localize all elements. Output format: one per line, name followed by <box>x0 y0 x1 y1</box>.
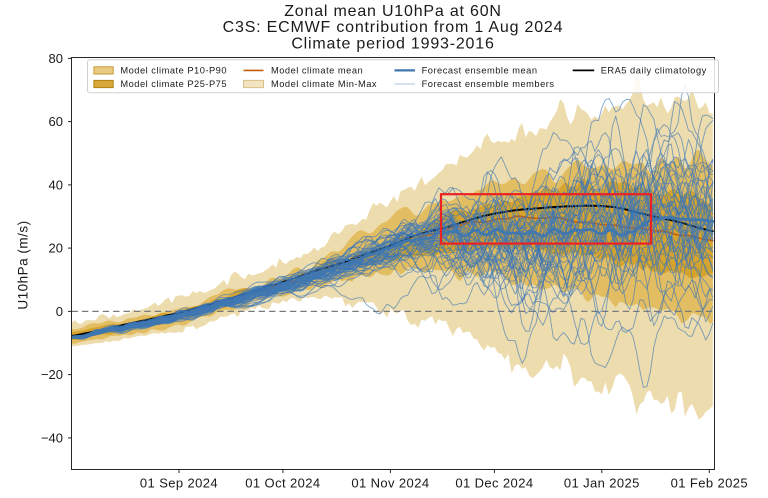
svg-text:20: 20 <box>49 241 63 256</box>
svg-text:01 Feb 2025: 01 Feb 2025 <box>671 476 748 491</box>
svg-text:01 Oct 2024: 01 Oct 2024 <box>245 476 320 491</box>
svg-text:Model climate mean: Model climate mean <box>271 66 363 76</box>
svg-text:0: 0 <box>56 304 63 319</box>
svg-text:01 Nov 2024: 01 Nov 2024 <box>351 476 429 491</box>
svg-text:C3S: ECMWF contribution from 1: C3S: ECMWF contribution from 1 Aug 2024 <box>223 19 564 36</box>
svg-text:Forecast ensemble mean: Forecast ensemble mean <box>422 66 538 76</box>
svg-text:01 Dec 2024: 01 Dec 2024 <box>455 476 533 491</box>
svg-text:01 Jan 2025: 01 Jan 2025 <box>564 476 640 491</box>
svg-text:60: 60 <box>49 114 63 129</box>
svg-text:Model climate Min-Max: Model climate Min-Max <box>271 79 377 89</box>
svg-text:Forecast ensemble members: Forecast ensemble members <box>422 79 555 89</box>
svg-text:Model climate P10-P90: Model climate P10-P90 <box>120 66 227 76</box>
svg-text:Model climate P25-P75: Model climate P25-P75 <box>120 79 227 89</box>
svg-text:80: 80 <box>49 51 63 66</box>
svg-text:Climate period 1993-2016: Climate period 1993-2016 <box>291 36 494 53</box>
svg-text:−40: −40 <box>41 431 63 446</box>
svg-text:−20: −20 <box>41 367 63 382</box>
svg-text:ERA5 daily climatology: ERA5 daily climatology <box>601 66 707 76</box>
svg-text:U10hPa (m/s): U10hPa (m/s) <box>16 220 31 309</box>
svg-text:Zonal mean U10hPa at 60N: Zonal mean U10hPa at 60N <box>284 3 502 20</box>
svg-text:40: 40 <box>49 178 63 193</box>
svg-text:01 Sep 2024: 01 Sep 2024 <box>140 476 218 491</box>
